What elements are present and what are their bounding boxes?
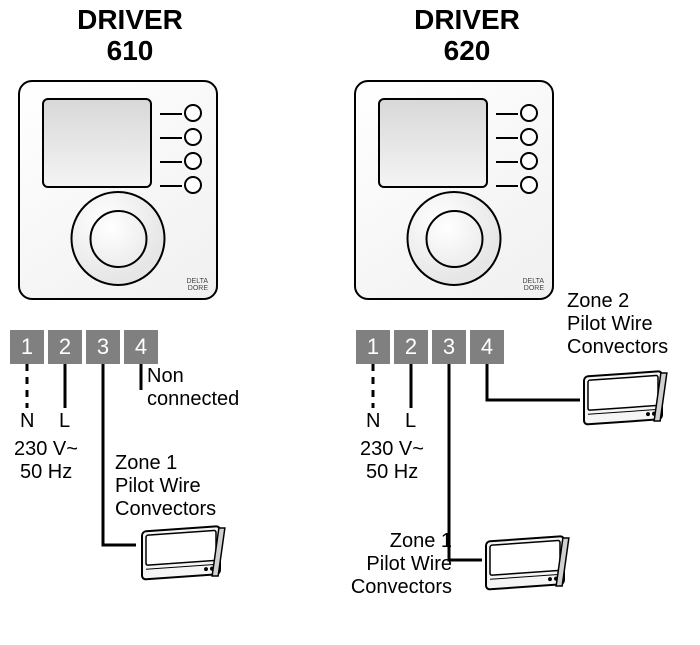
device-610-brand: DELTA DORE [186, 278, 208, 292]
label-left-power-1: 230 V~ [14, 438, 78, 460]
label-right-zone2-1: Zone 2 [567, 290, 629, 312]
terminal-left-4: 4 [124, 330, 158, 364]
label-left-l: L [59, 410, 70, 433]
title-right-line1: DRIVER [414, 4, 520, 35]
terminals-left: 1 2 3 4 [10, 330, 158, 364]
label-right-zone2-2: Pilot Wire [567, 313, 653, 335]
device-620-button[interactable] [520, 176, 538, 194]
device-620-button[interactable] [520, 152, 538, 170]
label-left-zone1-2: Pilot Wire [115, 475, 201, 497]
device-610-button[interactable] [184, 128, 202, 146]
label-right-zone1-1: Zone 1 [390, 530, 452, 552]
label-right-l: L [405, 410, 416, 433]
terminal-right-3: 3 [432, 330, 466, 364]
label-right-power-1: 230 V~ [360, 438, 424, 460]
terminals-right: 1 2 3 4 [356, 330, 504, 364]
device-610-dial[interactable] [71, 191, 166, 286]
device-610-button[interactable] [184, 176, 202, 194]
label-left-power-2: 50 Hz [20, 461, 72, 483]
terminal-right-2: 2 [394, 330, 428, 364]
device-620-brand: DELTA DORE [522, 278, 544, 292]
device-620-buttons [520, 104, 538, 194]
device-620-button[interactable] [520, 104, 538, 122]
label-left-n: N [20, 410, 34, 433]
title-left-line2: 610 [107, 35, 154, 66]
device-620-dial[interactable] [407, 191, 502, 286]
device-610-dial-inner [89, 210, 147, 268]
device-610: DELTA DORE [18, 80, 218, 300]
device-620-screen [378, 98, 488, 188]
terminal-left-2: 2 [48, 330, 82, 364]
title-left-line1: DRIVER [77, 4, 183, 35]
device-610-button[interactable] [184, 152, 202, 170]
label-left-nonconnected: Non connected [147, 365, 239, 411]
label-left-zone1-3: Convectors [115, 498, 216, 520]
convector-right-zone1 [480, 530, 572, 603]
label-left-zone1: Zone 1 Pilot Wire Convectors [115, 452, 216, 521]
terminal-right-1: 1 [356, 330, 390, 364]
terminal-left-1: 1 [10, 330, 44, 364]
device-610-buttons [184, 104, 202, 194]
device-610-button[interactable] [184, 104, 202, 122]
device-610-screen [42, 98, 152, 188]
label-right-zone2-3: Convectors [567, 336, 668, 358]
label-left-zone1-1: Zone 1 [115, 452, 177, 474]
title-right-line2: 620 [444, 35, 491, 66]
convector-left-zone1 [136, 520, 228, 593]
device-620-dial-inner [425, 210, 483, 268]
device-620-button[interactable] [520, 128, 538, 146]
label-right-zone1-2: Pilot Wire [366, 553, 452, 575]
convector-right-zone2 [578, 365, 670, 438]
label-right-zone1-3: Convectors [351, 576, 452, 598]
label-right-power-2: 50 Hz [366, 461, 418, 483]
label-right-n: N [366, 410, 380, 433]
label-right-zone1: Zone 1 Pilot Wire Convectors [322, 530, 452, 599]
label-right-zone2: Zone 2 Pilot Wire Convectors [567, 290, 668, 359]
device-620: DELTA DORE [354, 80, 554, 300]
label-right-power: 230 V~ 50 Hz [360, 438, 424, 484]
label-left-power: 230 V~ 50 Hz [14, 438, 78, 484]
terminal-right-4: 4 [470, 330, 504, 364]
title-left: DRIVER 610 [45, 5, 215, 67]
title-right: DRIVER 620 [382, 5, 552, 67]
terminal-left-3: 3 [86, 330, 120, 364]
